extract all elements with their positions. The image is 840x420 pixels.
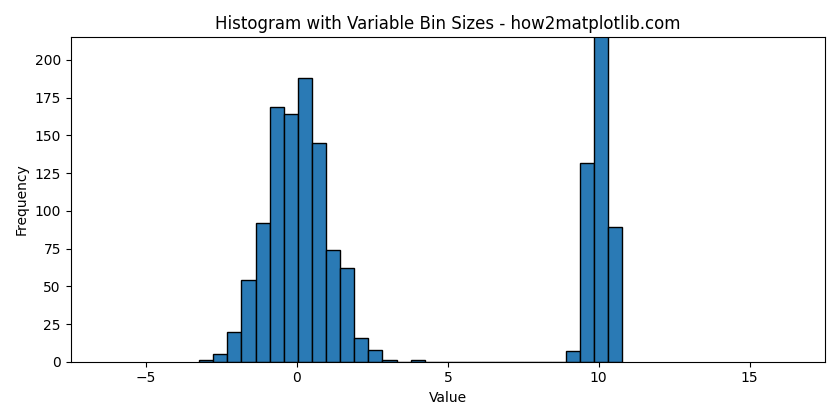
Bar — [326, 250, 340, 362]
Bar — [594, 0, 608, 362]
Bar — [284, 114, 298, 362]
Bar — [270, 107, 284, 362]
Bar — [213, 354, 228, 362]
Bar — [566, 351, 580, 362]
Bar — [312, 143, 326, 362]
Bar — [354, 338, 369, 362]
Bar — [241, 280, 255, 362]
Bar — [608, 228, 622, 362]
Bar — [411, 360, 425, 362]
Bar — [228, 331, 241, 362]
Bar — [580, 163, 594, 362]
Bar — [340, 268, 354, 362]
Bar — [382, 360, 396, 362]
Bar — [199, 360, 213, 362]
Y-axis label: Frequency: Frequency — [15, 164, 29, 235]
X-axis label: Value: Value — [428, 391, 467, 405]
Title: Histogram with Variable Bin Sizes - how2matplotlib.com: Histogram with Variable Bin Sizes - how2… — [215, 15, 680, 33]
Bar — [298, 78, 312, 362]
Bar — [255, 223, 270, 362]
Bar — [369, 350, 382, 362]
